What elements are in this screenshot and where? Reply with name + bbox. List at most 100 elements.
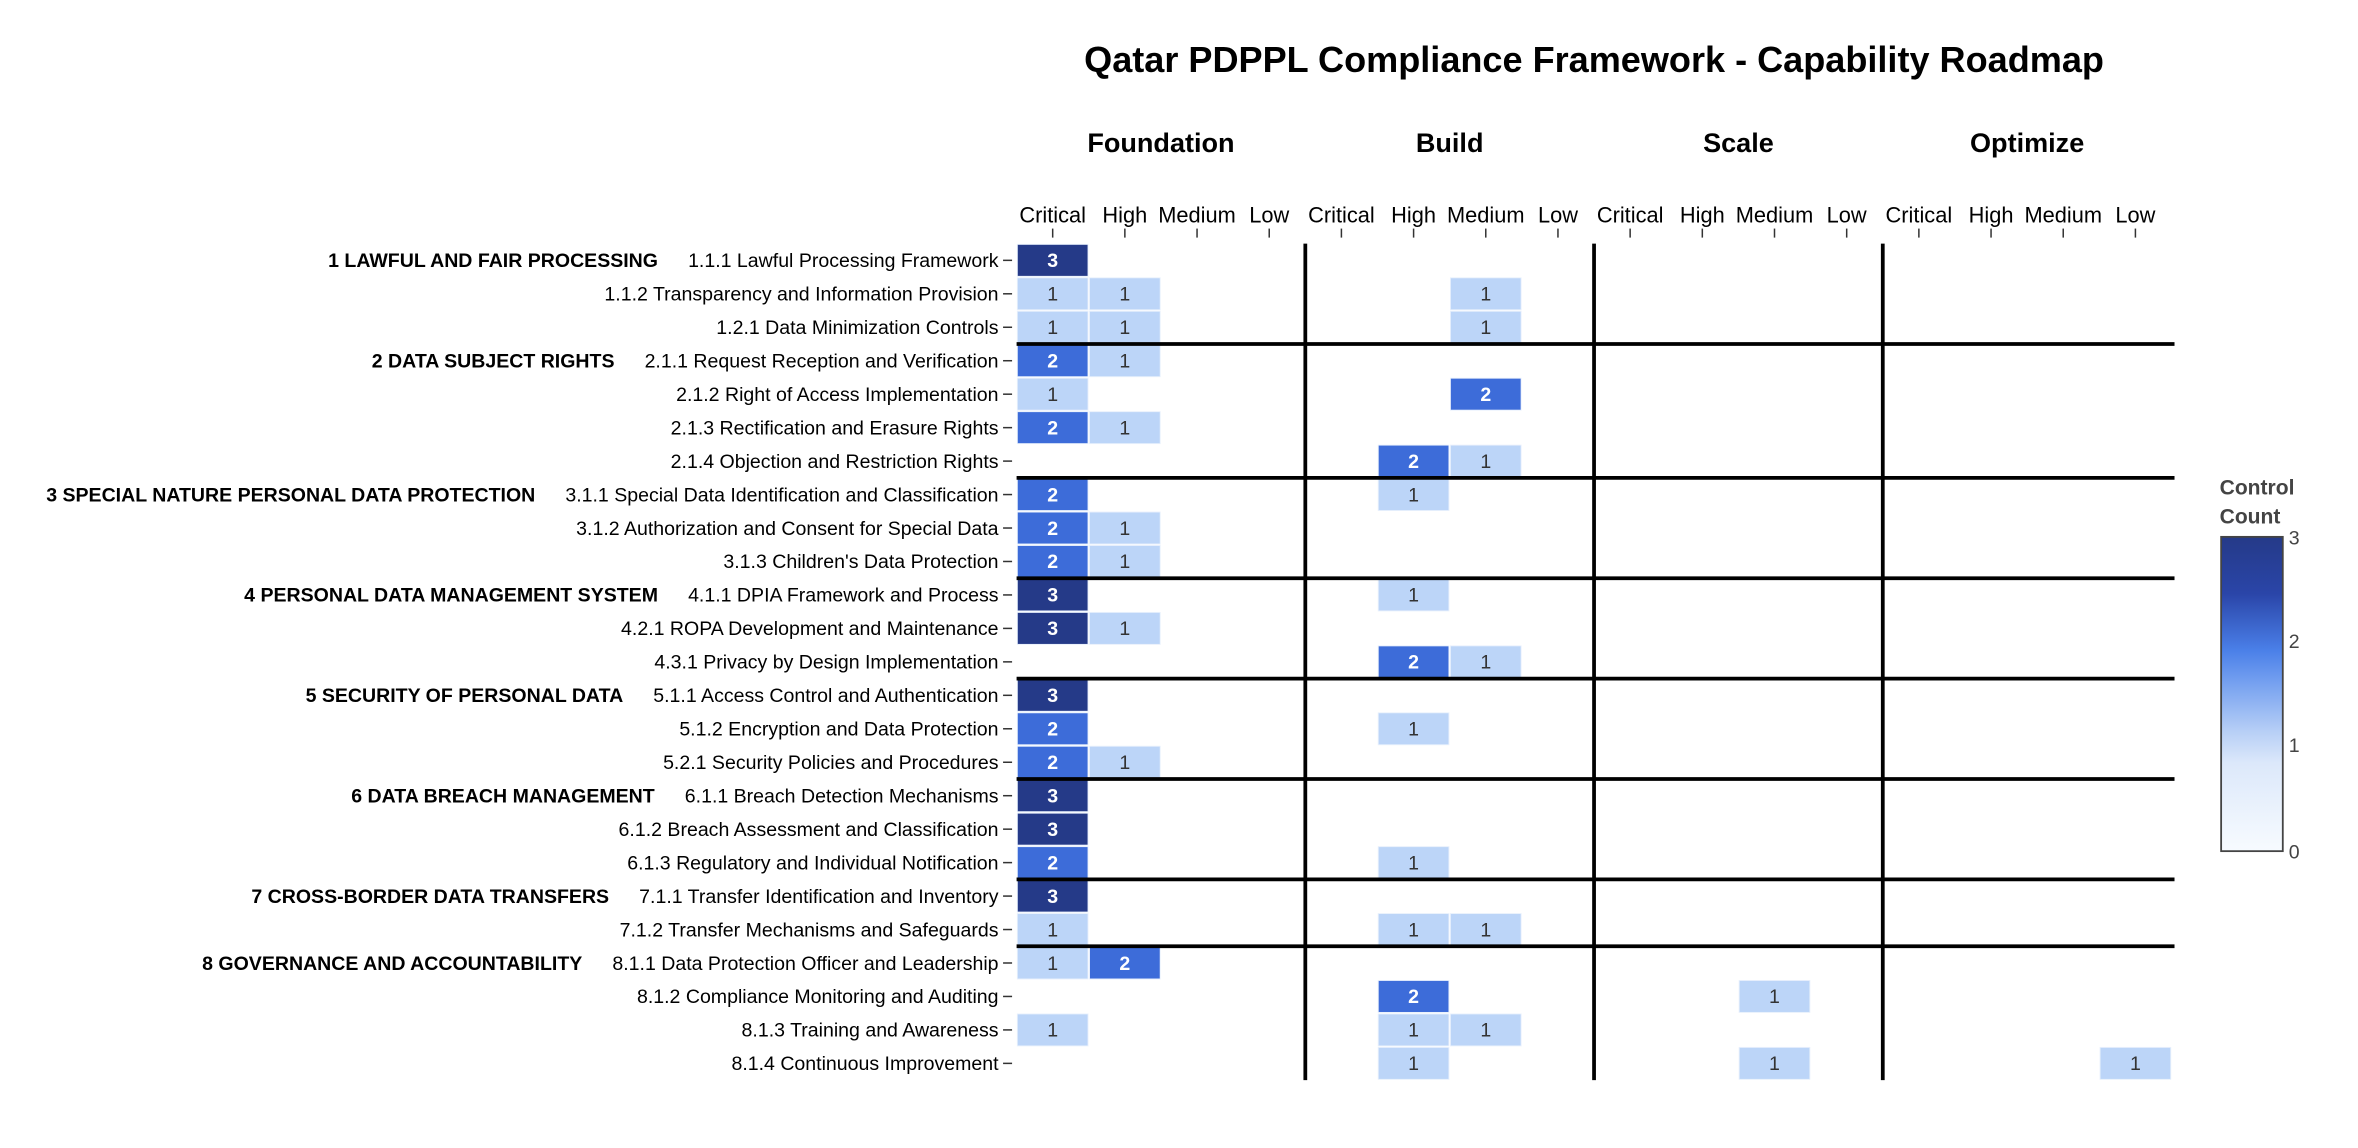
cell-value-label: 1 bbox=[1119, 350, 1130, 372]
cell-value-label: 1 bbox=[1119, 317, 1130, 339]
cell-value-label: 1 bbox=[1408, 1020, 1419, 1042]
control-label: 3.1.3 Children's Data Protection bbox=[723, 551, 998, 573]
cell-value-label: 1 bbox=[1119, 618, 1130, 640]
control-label: 4.2.1 ROPA Development and Maintenance bbox=[621, 618, 998, 640]
cell-value-label: 1 bbox=[1408, 919, 1419, 941]
control-label: 5.1.2 Encryption and Data Protection bbox=[679, 719, 998, 741]
heatmap-cell bbox=[1016, 277, 1089, 311]
heatmap-cell bbox=[1016, 678, 1089, 712]
cell-value-label: 1 bbox=[1047, 919, 1058, 941]
priority-tick-label: Medium bbox=[1447, 203, 1525, 228]
colorbar-gradient bbox=[2220, 535, 2284, 853]
control-label: 1.1.2 Transparency and Information Provi… bbox=[604, 284, 998, 306]
cell-value-label: 2 bbox=[1047, 719, 1058, 741]
cell-value-label: 3 bbox=[1047, 618, 1058, 640]
cell-value-label: 3 bbox=[1047, 250, 1058, 272]
heatmap-cell bbox=[1377, 645, 1450, 679]
control-label: 8.1.4 Continuous Improvement bbox=[731, 1053, 999, 1075]
cell-value-label: 2 bbox=[1480, 384, 1491, 406]
control-label: 2.1.4 Objection and Restriction Rights bbox=[671, 451, 999, 473]
group-label: 6 DATA BREACH MANAGEMENT bbox=[351, 785, 655, 807]
control-label: 7.1.2 Transfer Mechanisms and Safeguards bbox=[620, 919, 999, 941]
cell-value-label: 1 bbox=[1480, 284, 1491, 306]
cell-value-label: 1 bbox=[1119, 284, 1130, 306]
priority-tick-label: Critical bbox=[1886, 203, 1953, 228]
heatmap-cell bbox=[1016, 879, 1089, 913]
heatmap-cell bbox=[1016, 344, 1089, 378]
priority-tick-label: Low bbox=[2115, 203, 2155, 228]
heatmap-cell bbox=[1016, 511, 1089, 545]
heatmap-cell bbox=[1089, 277, 1161, 311]
colorbar-title-line-1: Control bbox=[2220, 477, 2295, 500]
heatmap-cell bbox=[1016, 243, 1089, 277]
priority-tick-label: High bbox=[1391, 203, 1436, 228]
heatmap-cell bbox=[1449, 1013, 1522, 1047]
cell-value-label: 1 bbox=[1119, 417, 1130, 439]
heatmap-cell bbox=[1016, 745, 1089, 779]
cell-value-label: 3 bbox=[1047, 886, 1058, 908]
heatmap-cell bbox=[1449, 377, 1522, 411]
control-label: 6.1.2 Breach Assessment and Classificati… bbox=[619, 819, 999, 841]
control-label: 6.1.3 Regulatory and Individual Notifica… bbox=[627, 852, 998, 874]
heatmap-cell bbox=[1377, 913, 1450, 946]
heatmap-cell bbox=[1089, 310, 1161, 344]
group-label: 4 PERSONAL DATA MANAGEMENT SYSTEM bbox=[244, 585, 658, 607]
heatmap-cell bbox=[1377, 578, 1450, 612]
phase-header: Build bbox=[1416, 128, 1484, 158]
cell-value-label: 1 bbox=[2130, 1053, 2141, 1075]
priority-tick-label: Medium bbox=[2024, 203, 2102, 228]
colorbar-tick-2: 2 bbox=[2289, 631, 2300, 653]
colorbar: Control Count 3 2 1 0 bbox=[2220, 477, 2300, 864]
heatmap-cell bbox=[1377, 1013, 1450, 1047]
priority-tick-label: High bbox=[1680, 203, 1725, 228]
cell-value-label: 1 bbox=[1480, 1020, 1491, 1042]
cell-value-label: 1 bbox=[1408, 585, 1419, 607]
control-label: 5.2.1 Security Policies and Procedures bbox=[663, 752, 999, 774]
heatmap-cell bbox=[1016, 411, 1089, 445]
priority-tick-label: Low bbox=[1827, 203, 1867, 228]
heatmap-cell bbox=[1016, 812, 1089, 846]
cell-value-label: 1 bbox=[1047, 384, 1058, 406]
heatmap-cell bbox=[1016, 1013, 1089, 1047]
heatmap-cell bbox=[1016, 846, 1089, 880]
cell-value-label: 1 bbox=[1769, 986, 1780, 1008]
heatmap-cell bbox=[1377, 712, 1450, 746]
cell-value-label: 1 bbox=[1119, 518, 1130, 540]
cell-value-label: 1 bbox=[1408, 719, 1419, 741]
heatmap-cell bbox=[1016, 611, 1089, 645]
control-label: 2.1.1 Request Reception and Verification bbox=[645, 350, 999, 372]
cell-value-label: 3 bbox=[1047, 585, 1058, 607]
heatmap-cell bbox=[1016, 712, 1089, 746]
heatmap-cell bbox=[1449, 310, 1522, 344]
group-label: 3 SPECIAL NATURE PERSONAL DATA PROTECTIO… bbox=[46, 484, 535, 506]
cell-value-label: 1 bbox=[1480, 451, 1491, 473]
heatmap-cell bbox=[1377, 1046, 1450, 1080]
heatmap-cell bbox=[1377, 478, 1450, 511]
cell-value-label: 3 bbox=[1047, 819, 1058, 841]
cell-value-label: 1 bbox=[1408, 1053, 1419, 1075]
heatmap-cell bbox=[1449, 645, 1522, 679]
cell-value-label: 2 bbox=[1047, 551, 1058, 573]
cell-value-label: 3 bbox=[1047, 785, 1058, 807]
heatmap-cell bbox=[1089, 611, 1161, 645]
cell-value-label: 1 bbox=[1119, 551, 1130, 573]
control-label: 7.1.1 Transfer Identification and Invent… bbox=[639, 886, 999, 908]
heatmap-cell bbox=[1377, 444, 1450, 478]
group-label: 5 SECURITY OF PERSONAL DATA bbox=[306, 685, 624, 707]
control-label: 3.1.2 Authorization and Consent for Spec… bbox=[576, 518, 999, 540]
heatmap-cell bbox=[1016, 545, 1089, 578]
control-label: 4.1.1 DPIA Framework and Process bbox=[688, 585, 999, 607]
cell-value-label: 1 bbox=[1408, 484, 1419, 506]
control-label: 5.1.1 Access Control and Authentication bbox=[653, 685, 998, 707]
cell-value-label: 3 bbox=[1047, 685, 1058, 707]
heatmap-cell bbox=[1016, 478, 1089, 511]
colorbar-tick-0: 0 bbox=[2289, 842, 2300, 864]
control-label: 3.1.1 Special Data Identification and Cl… bbox=[565, 484, 998, 506]
heatmap-cell bbox=[1377, 980, 1450, 1013]
colorbar-tick-3: 3 bbox=[2289, 527, 2300, 549]
control-label: 2.1.2 Right of Access Implementation bbox=[676, 384, 998, 406]
priority-tick-label: Low bbox=[1249, 203, 1289, 228]
heatmap-cell bbox=[1016, 377, 1089, 411]
colorbar-title-line-2: Count bbox=[2220, 505, 2281, 528]
